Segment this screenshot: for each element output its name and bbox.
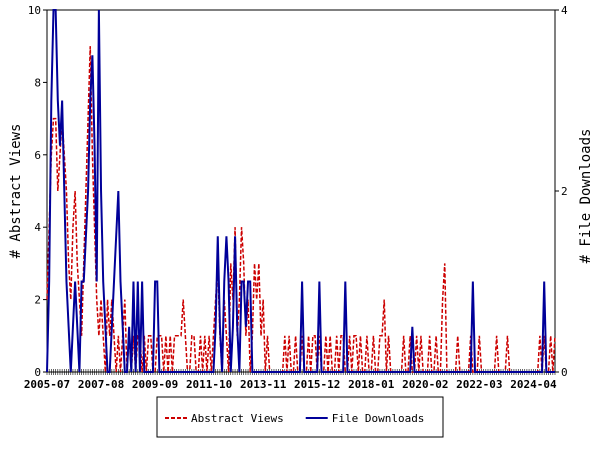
y2-axis-label: # File Downloads [578,129,594,264]
y-tick-label: 8 [34,76,41,89]
x-tick-label: 2022-03 [456,378,502,391]
x-tick-label: 2018-01 [348,378,395,391]
x-tick-label: 2007-08 [78,378,124,391]
x-tick-label: 2013-11 [240,378,287,391]
x-tick-label: 2024-04 [510,378,557,391]
y-tick-label: 10 [28,4,41,17]
x-tick-label: 2009-09 [132,378,178,391]
x-tick-label: 2011-10 [186,378,232,391]
x-tick-label: 2005-07 [24,378,70,391]
y2-tick-label: 0 [561,366,568,379]
x-tick-label: 2015-12 [294,378,340,391]
y-tick-label: 0 [34,366,41,379]
series-line [46,9,555,373]
y2-tick-label: 2 [561,185,568,198]
x-tick-label: 2020-02 [402,378,448,391]
legend-label: Abstract Views [191,412,284,425]
y-axis-label: # Abstract Views [8,124,24,259]
legend-box [156,396,444,438]
y-tick-label: 6 [34,149,41,162]
y-tick-label: 4 [34,221,41,234]
legend-label: File Downloads [332,412,425,425]
y2-tick-label: 4 [561,4,568,17]
y-tick-label: 2 [34,294,41,307]
